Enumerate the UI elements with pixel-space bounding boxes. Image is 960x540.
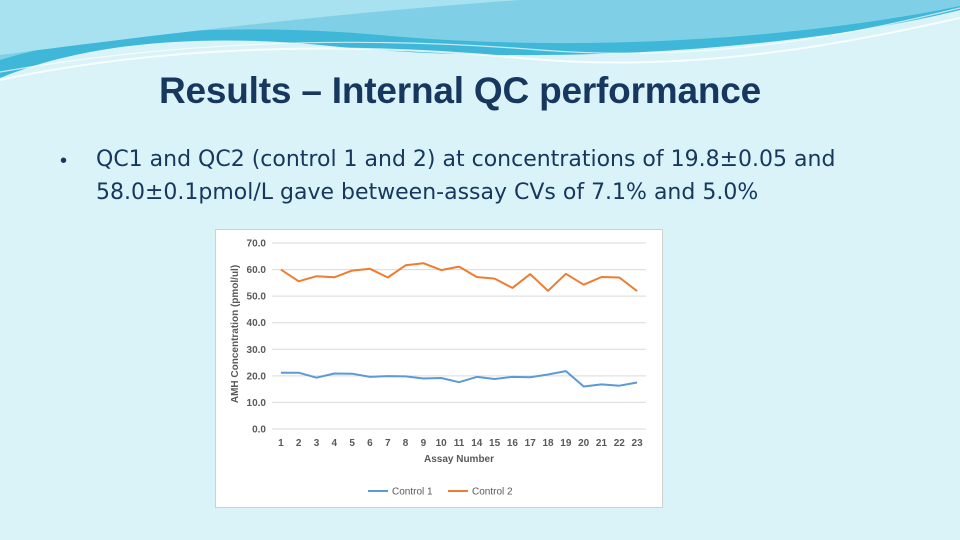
bullet-line-1: QC1 and QC2 (control 1 and 2) at concent… [96,147,836,172]
x-tick-label: 6 [367,438,373,449]
x-tick-label: 16 [507,438,519,449]
series-line-control-2 [280,262,638,292]
line-chart: 0.010.020.030.040.050.060.070.01 2 3 4 5 6 7 8 9… [230,239,646,498]
x-tick-label: 7 [385,438,391,449]
legend-label: Control 1 [392,487,433,498]
bullet-item: • QC1 and QC2 (control 1 and 2) at conce… [60,143,920,209]
y-tick-label: 10.0 [247,398,267,409]
x-tick-label: 22 [614,438,626,449]
x-tick-label: 9 [421,438,427,449]
y-tick-label: 70.0 [247,239,267,250]
x-tick-label: 3 [314,438,320,449]
x-tick-label: 5 [349,438,355,449]
y-axis-title: AMH Concentration (pmol/ul) [230,265,241,403]
decorative-wave-header [0,0,960,81]
chart-panel: 0.0 10.0 20.0 30.0 40.0 50.0 60.0 70.0 1 2 3 4 5 6 7 8 9… [215,229,663,508]
y-tick-label: 40.0 [247,318,267,329]
x-tick-label: 21 [596,438,608,449]
x-tick-label: 15 [489,438,501,449]
x-tick-label: 19 [560,438,572,449]
y-tick-label: 20.0 [247,371,267,382]
x-axis-title: Assay Number [424,454,494,465]
x-tick-label: 4 [332,438,338,449]
x-tick-label: 11 [454,438,465,449]
bullet-text: QC1 and QC2 (control 1 and 2) at concent… [96,143,835,209]
x-tick-label: 17 [525,438,537,449]
x-tick-label: 14 [471,438,483,449]
series-line-control-1 [280,370,638,388]
x-tick-label: 1 [278,438,284,449]
x-tick-label: 2 [296,438,302,449]
y-tick-label: 30.0 [247,345,267,356]
bullet-line-2: 58.0±0.1pmol/L gave between-assay CVs of… [96,180,759,205]
x-tick-label: 23 [632,438,644,449]
y-tick-label: 50.0 [247,292,267,303]
x-tick-label: 18 [542,438,554,449]
x-tick-label: 20 [578,438,590,449]
x-tick-label: 8 [403,438,409,449]
x-tick-label: 10 [436,438,448,449]
y-tick-label: 0.0 [252,425,266,436]
slide-title: Results – Internal QC performance [158,70,762,111]
bullet-symbol: • [60,150,68,172]
y-tick-label: 60.0 [247,265,267,276]
legend-label: Control 2 [472,487,513,498]
